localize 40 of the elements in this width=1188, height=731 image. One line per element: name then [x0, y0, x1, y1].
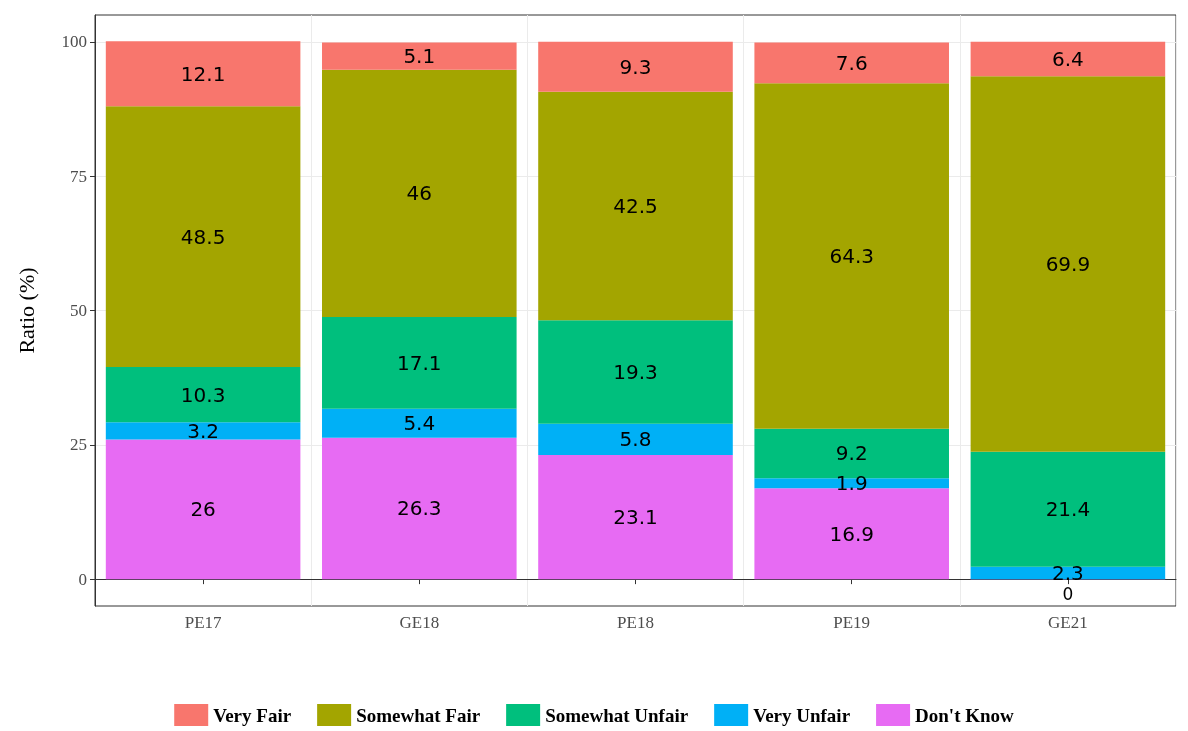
- data-label: 26.3: [397, 496, 442, 521]
- data-label: 2.3: [1051, 560, 1084, 585]
- data-label: 23.1: [613, 505, 658, 530]
- legend-label: Somewhat Unfair: [545, 704, 689, 726]
- data-label: 5.4: [403, 411, 436, 436]
- y-axis-title: Ratio (%): [13, 267, 39, 354]
- data-label: 48.5: [180, 224, 226, 249]
- data-label: 3.2: [187, 418, 220, 443]
- data-label: 46: [406, 181, 433, 206]
- y-tick-label: 100: [61, 32, 87, 52]
- data-label: 21.4: [1045, 497, 1091, 522]
- data-label: 7.6: [835, 50, 868, 75]
- data-label: 42.5: [613, 194, 658, 218]
- data-label: 19.3: [613, 360, 658, 385]
- legend-label: Very Fair: [213, 704, 292, 726]
- y-tick-label: 75: [70, 166, 87, 186]
- x-tick-label: PE17: [184, 613, 223, 632]
- legend-label: Somewhat Fair: [356, 704, 481, 726]
- data-label: 0: [1062, 583, 1074, 604]
- x-tick-label: GE21: [1048, 613, 1088, 632]
- y-tick-label: 0: [78, 569, 87, 589]
- data-label: 69.9: [1045, 252, 1091, 277]
- data-label: 12.1: [180, 61, 226, 86]
- y-tick-label: 25: [70, 435, 87, 455]
- data-label: 6.4: [1051, 47, 1084, 72]
- data-label: 5.1: [403, 44, 436, 69]
- legend-label: Don't Know: [915, 704, 1015, 726]
- data-label: 26: [190, 497, 216, 522]
- data-label: 17.1: [397, 350, 442, 375]
- data-label: 16.9: [829, 521, 874, 546]
- legend-label: Very Unfair: [753, 704, 851, 726]
- data-label: 10.3: [180, 382, 226, 407]
- y-tick-label: 50: [70, 301, 87, 320]
- data-label: 64.3: [829, 243, 874, 268]
- x-tick-label: PE19: [833, 613, 871, 632]
- x-tick-label: GE18: [399, 613, 440, 632]
- data-label: 5.8: [619, 427, 652, 452]
- data-label: 9.3: [619, 54, 652, 79]
- x-tick-label: PE18: [617, 613, 654, 632]
- data-label: 9.2: [835, 441, 868, 466]
